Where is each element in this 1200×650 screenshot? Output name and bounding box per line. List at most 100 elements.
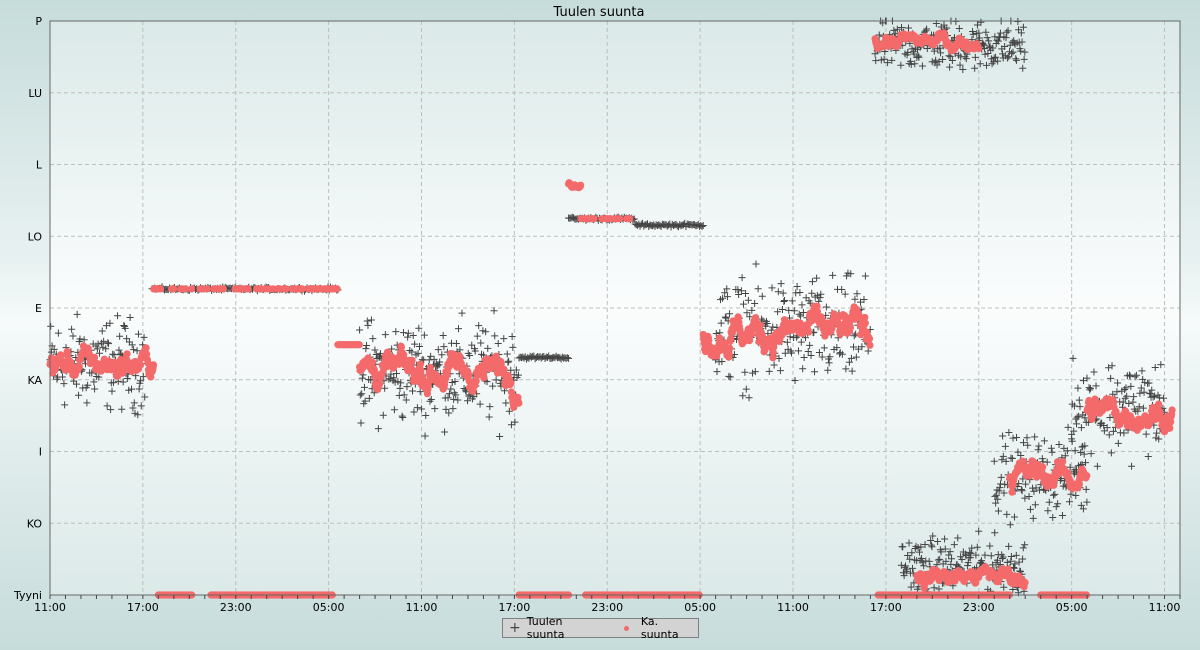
wind-direction-point bbox=[392, 328, 400, 336]
wind-direction-point bbox=[374, 425, 382, 433]
wind-direction-point bbox=[508, 332, 516, 340]
wind-direction-point bbox=[798, 301, 806, 309]
wind-direction-point bbox=[817, 290, 825, 298]
wind-direction-point bbox=[440, 343, 448, 351]
average-direction-point bbox=[861, 313, 869, 322]
wind-direction-point bbox=[927, 541, 935, 549]
wind-direction-point bbox=[121, 324, 129, 332]
wind-direction-point bbox=[739, 300, 747, 308]
wind-direction-point bbox=[123, 374, 131, 382]
y-tick-label: I bbox=[39, 446, 42, 459]
wind-direction-point bbox=[100, 337, 108, 345]
wind-direction-point bbox=[925, 557, 933, 565]
wind-direction-point bbox=[1086, 386, 1094, 394]
wind-direction-point bbox=[905, 539, 913, 547]
wind-direction-point bbox=[808, 278, 816, 286]
wind-direction-point bbox=[1151, 392, 1159, 400]
wind-direction-point bbox=[981, 551, 989, 559]
wind-direction-point bbox=[1001, 442, 1009, 450]
wind-direction-point bbox=[826, 353, 834, 361]
wind-direction-point bbox=[403, 383, 411, 391]
wind-direction-point bbox=[968, 544, 976, 552]
wind-direction-point bbox=[907, 583, 915, 591]
wind-direction-point bbox=[1083, 374, 1091, 382]
wind-direction-point bbox=[726, 373, 734, 381]
wind-direction-point bbox=[937, 49, 945, 57]
wind-direction-point bbox=[1018, 487, 1026, 495]
wind-direction-point bbox=[363, 317, 371, 325]
wind-direction-point bbox=[795, 310, 803, 318]
wind-direction-point bbox=[927, 536, 935, 544]
wind-direction-point bbox=[999, 452, 1007, 460]
wind-direction-point bbox=[833, 344, 841, 352]
wind-direction-point bbox=[500, 335, 508, 343]
wind-direction-point bbox=[1011, 560, 1019, 568]
wind-direction-point bbox=[76, 335, 84, 343]
wind-direction-point bbox=[902, 562, 910, 570]
wind-direction-point bbox=[408, 348, 416, 356]
wind-direction-point bbox=[767, 326, 775, 334]
wind-direction-point bbox=[107, 406, 115, 414]
wind-direction-point bbox=[950, 541, 958, 549]
wind-direction-point bbox=[1083, 498, 1091, 506]
y-tick-label: L bbox=[36, 159, 43, 172]
wind-direction-point bbox=[452, 340, 460, 348]
wind-direction-point bbox=[718, 358, 726, 366]
wind-direction-point bbox=[1080, 450, 1088, 458]
wind-direction-point bbox=[1017, 452, 1025, 460]
wind-direction-point bbox=[1114, 379, 1122, 387]
wind-direction-point bbox=[788, 297, 796, 305]
wind-direction-point bbox=[120, 321, 128, 329]
wind-direction-point bbox=[1019, 23, 1027, 31]
wind-direction-point bbox=[818, 353, 826, 361]
wind-direction-point bbox=[998, 456, 1006, 464]
wind-direction-point bbox=[1021, 48, 1029, 56]
wind-direction-point bbox=[964, 559, 972, 567]
wind-direction-point bbox=[1021, 494, 1029, 502]
wind-direction-point bbox=[409, 387, 417, 395]
wind-direction-point bbox=[813, 274, 821, 282]
wind-direction-point bbox=[358, 374, 366, 382]
wind-direction-point bbox=[986, 542, 994, 550]
wind-direction-point bbox=[1120, 429, 1128, 437]
wind-direction-point bbox=[1000, 489, 1008, 497]
wind-direction-point bbox=[1160, 394, 1168, 402]
wind-direction-point bbox=[918, 558, 926, 566]
wind-direction-point bbox=[1025, 492, 1033, 500]
wind-direction-point bbox=[752, 260, 760, 268]
wind-direction-point bbox=[904, 49, 912, 57]
average-direction-point bbox=[370, 366, 379, 374]
wind-direction-point bbox=[999, 553, 1007, 561]
wind-direction-point bbox=[47, 322, 55, 330]
wind-direction-point bbox=[852, 353, 860, 361]
wind-direction-point bbox=[60, 380, 68, 388]
wind-direction-point bbox=[847, 270, 855, 278]
wind-direction-point bbox=[774, 288, 782, 296]
wind-direction-point bbox=[1123, 392, 1131, 400]
average-direction-point bbox=[1059, 458, 1067, 466]
wind-direction-point bbox=[106, 319, 114, 327]
average-direction-point bbox=[846, 324, 855, 332]
wind-direction-point bbox=[713, 368, 721, 376]
average-direction-point bbox=[368, 358, 377, 366]
wind-direction-point bbox=[1090, 368, 1098, 376]
wind-direction-point bbox=[781, 349, 789, 357]
wind-direction-point bbox=[1005, 429, 1013, 437]
wind-direction-point bbox=[777, 280, 785, 288]
wind-direction-point bbox=[888, 56, 896, 64]
wind-direction-point bbox=[137, 402, 145, 410]
wind-direction-point bbox=[396, 384, 404, 392]
wind-direction-point bbox=[948, 555, 956, 563]
wind-direction-point bbox=[908, 45, 916, 53]
wind-direction-point bbox=[989, 44, 997, 52]
y-tick-label: LO bbox=[28, 230, 43, 243]
wind-direction-point bbox=[842, 365, 850, 373]
wind-direction-point bbox=[1003, 558, 1011, 566]
plus-marker-icon: + bbox=[509, 620, 521, 636]
wind-direction-point bbox=[995, 487, 1003, 495]
wind-direction-point bbox=[1051, 490, 1059, 498]
wind-direction-point bbox=[455, 325, 463, 333]
wind-direction-point bbox=[906, 555, 914, 563]
wind-direction-point bbox=[989, 58, 997, 66]
wind-direction-point bbox=[770, 361, 778, 369]
